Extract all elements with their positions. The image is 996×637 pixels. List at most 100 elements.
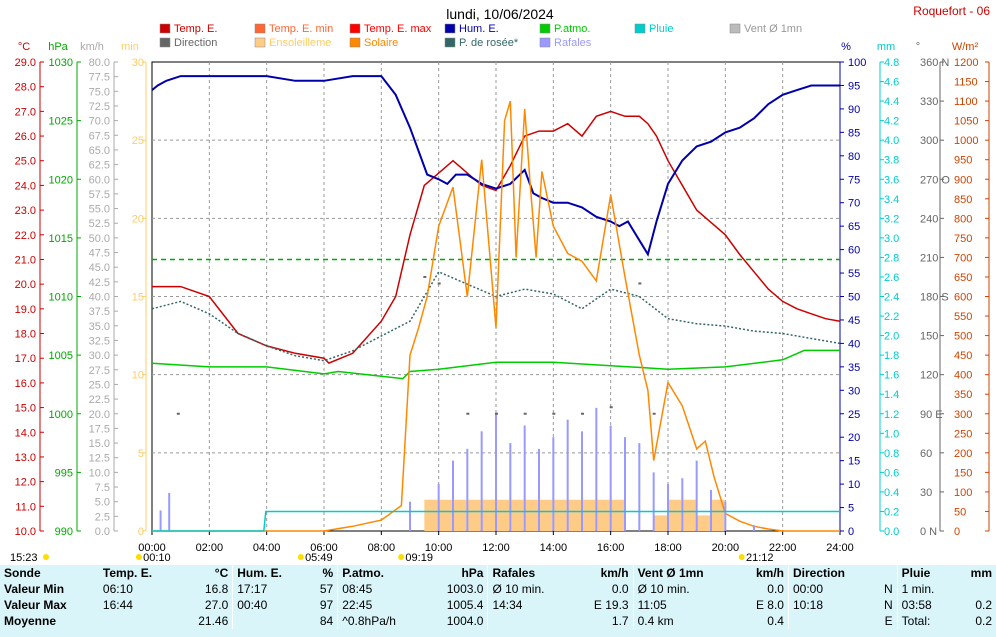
legend-swatch: [444, 23, 456, 34]
summary-cell-time: [232, 613, 308, 629]
summary-cell-time: Ø 10 min.: [487, 581, 573, 597]
wind-tick-label: 12.5: [89, 453, 110, 465]
wind-tick-label: 52.5: [89, 218, 110, 230]
summary-cell-value: E 19.3: [593, 598, 629, 612]
temp-tick-label: 25.0: [15, 156, 36, 168]
direction-point: [638, 282, 642, 285]
wind-tick-label: 80.0: [89, 57, 110, 69]
direction-tick-label: 240: [920, 213, 938, 225]
legend-swatch: [349, 37, 361, 48]
pressure-tick-label: 1020: [49, 174, 73, 186]
weather-chart: lundi, 10/06/2024 Roquefort - 06 Temp. E…: [10, 4, 990, 564]
sunshine-bar: [567, 499, 581, 531]
summary-cell-value: 0.0: [767, 582, 784, 596]
wind-tick-label: 15.0: [89, 438, 110, 450]
summary-row-mean: Moyenne 21.46 84 ^0.8hPa/h 1004.0 1.7 0.…: [0, 613, 996, 629]
wind-tick-label: 37.5: [89, 306, 110, 318]
solar-tick-label: 800: [954, 213, 972, 225]
summary-cell-value: 1003.0: [446, 582, 484, 596]
summary-header-sonde: Sonde: [4, 566, 41, 580]
summary-unit-patmo: hPa: [461, 566, 484, 580]
humidity-tick-label: 5: [848, 503, 854, 515]
wind-tick-label: 25.0: [89, 379, 110, 391]
wind-tick-label: 77.5: [89, 72, 110, 84]
direction-point: [437, 282, 441, 285]
legend-label: Direction: [174, 37, 217, 49]
x-tick-label: 12:00: [482, 542, 510, 554]
temp-tick-label: 14.0: [15, 427, 36, 439]
humidity-tick-label: 60: [848, 245, 860, 257]
direction-tick-label: 300: [920, 135, 938, 147]
summary-cell-value: 97: [319, 598, 334, 612]
summary-cell-value: 21.46: [198, 614, 229, 628]
x-tick-label: 02:00: [196, 542, 224, 554]
wind-unit-label: km/h: [80, 41, 104, 53]
summary-cell-value: 1004.0: [446, 614, 484, 628]
direction-tick-label: 90 E: [920, 409, 943, 421]
x-tick-label: 10:00: [425, 542, 453, 554]
temp-tick-label: 28.0: [15, 82, 36, 94]
summary-row-min: Valeur Min 06:10 16.8 17:17 57 08:45 100…: [0, 581, 996, 597]
summary-row-label: Valeur Min: [4, 582, 65, 596]
legend-swatch: [159, 37, 171, 48]
legend-label: Temp. E. max: [364, 23, 432, 35]
wind-tick-label: 72.5: [89, 101, 110, 113]
rain-tick-label: 3.8: [884, 155, 899, 167]
summary-unit-wind: km/h: [755, 566, 784, 580]
summary-row-label: Moyenne: [4, 614, 57, 628]
series-solaireline: [152, 100, 840, 532]
wind-tick-label: 27.5: [89, 365, 110, 377]
temp-tick-label: 27.0: [15, 106, 36, 118]
legend-swatch: [444, 37, 456, 48]
minutes-tick-label: 20: [132, 213, 144, 225]
rain-tick-label: 0.6: [884, 467, 899, 479]
humidity-tick-label: 80: [848, 151, 860, 163]
legend-swatch: [634, 23, 646, 34]
x-tick-label: 24:00: [826, 542, 854, 554]
rain-tick-label: 4.4: [884, 96, 899, 108]
temp-tick-label: 24.0: [15, 180, 36, 192]
summary-cell-value: 16.8: [204, 582, 229, 596]
wind-tick-label: 0.0: [95, 526, 110, 538]
direction-point: [581, 412, 584, 415]
rain-tick-label: 4.8: [884, 57, 899, 69]
direction-point: [652, 412, 656, 415]
legend-label: Rafales: [554, 37, 592, 49]
temp-tick-label: 11.0: [15, 501, 36, 513]
solar-tick-label: 1100: [954, 96, 978, 108]
solar-tick-label: 1200: [954, 57, 978, 69]
wind-tick-label: 55.0: [89, 204, 110, 216]
summary-table: Sonde Temp. E. °C Hum. E. % P.atmo. hPa …: [0, 565, 996, 637]
legend-label: Hum. E.: [459, 23, 499, 35]
series-temp-e-line: [152, 110, 841, 364]
direction-tick-label: 30: [920, 487, 932, 499]
pressure-tick-label: 1000: [49, 409, 73, 421]
temp-tick-label: 29.0: [15, 57, 36, 69]
wind-tick-label: 67.5: [89, 130, 110, 142]
x-tick-label: 14:00: [540, 542, 568, 554]
temp-tick-label: 10.0: [15, 526, 36, 538]
rain-tick-label: 2.0: [884, 331, 899, 343]
wind-tick-label: 7.5: [95, 482, 110, 494]
wind-tick-label: 42.5: [89, 277, 110, 289]
legend-swatch: [729, 23, 741, 34]
rain-tick-label: 0.2: [884, 506, 899, 518]
sunshine-bar: [711, 499, 725, 531]
x-tick-label: 08:00: [368, 542, 396, 554]
rain-tick-label: 1.0: [884, 428, 899, 440]
direction-tick-label: 270 O: [920, 174, 950, 186]
minutes-tick-label: 5: [138, 448, 144, 460]
temp-tick-label: 12.0: [15, 477, 36, 489]
summary-cell-value: 1.7: [611, 614, 629, 628]
station-name: Roquefort - 06: [913, 4, 990, 18]
direction-point: [176, 412, 180, 415]
summary-cell-time: Ø 10 min.: [632, 581, 738, 597]
wind-tick-label: 45.0: [89, 262, 110, 274]
summary-cell-time: 00:00: [787, 581, 874, 597]
temp-tick-label: 17.0: [15, 353, 36, 365]
summary-cell-time: 03:58: [896, 597, 955, 613]
summary-header-hum: Hum. E.: [232, 565, 308, 581]
wind-tick-label: 10.0: [89, 467, 110, 479]
temp-tick-label: 22.0: [15, 230, 36, 242]
summary-cell-time: 08:45: [337, 581, 425, 597]
